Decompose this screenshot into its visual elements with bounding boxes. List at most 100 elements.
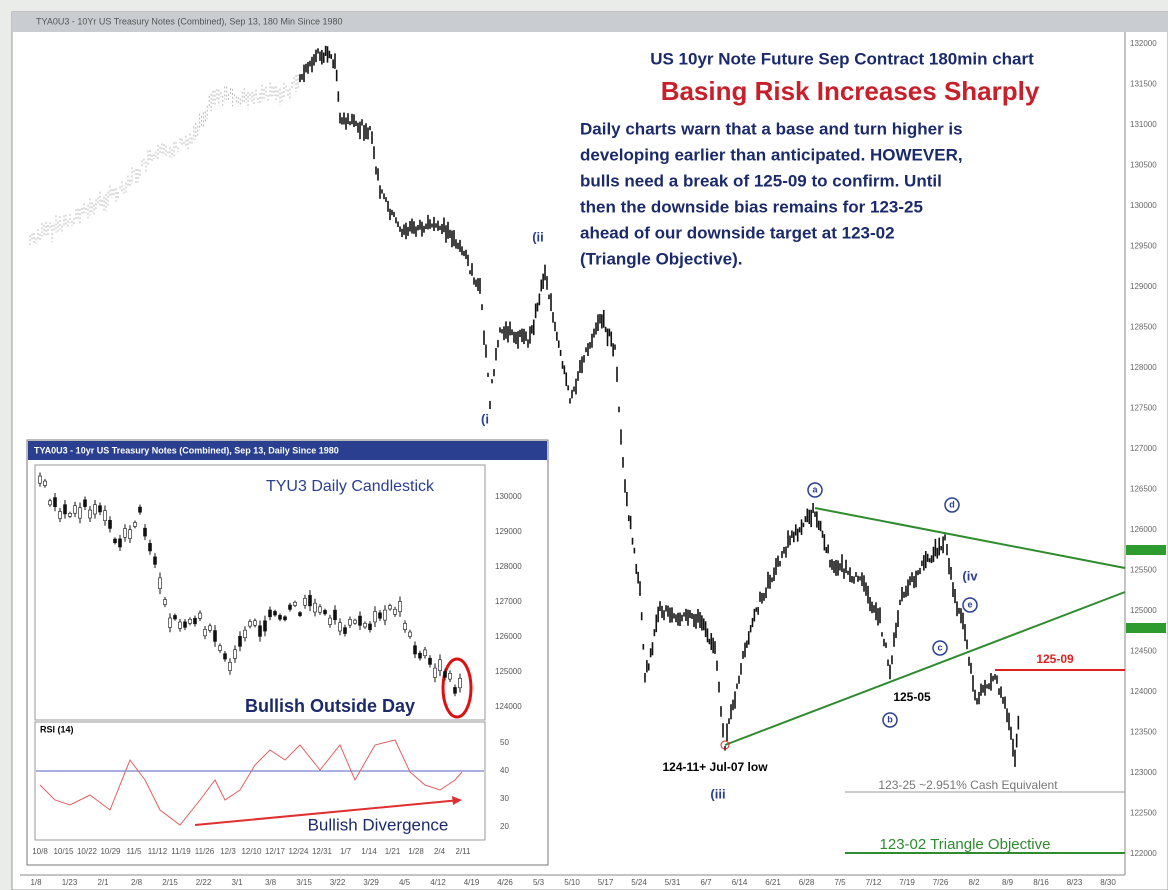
right-tick-label: 132000 — [1130, 39, 1157, 48]
bottom-tick-label: 3/15 — [296, 878, 312, 887]
inset-body — [283, 616, 287, 621]
inset-body — [413, 645, 417, 655]
inset-body — [333, 609, 337, 621]
inset-date-label: 1/7 — [340, 847, 352, 856]
annotation: 123-25 ~2.951% Cash Equivalent — [878, 778, 1058, 792]
inset-body — [383, 609, 387, 621]
inset-body — [393, 608, 397, 615]
inset-body — [113, 538, 117, 544]
inset-body — [233, 649, 237, 659]
inset-date-label: 12/24 — [288, 847, 309, 856]
inset-body — [423, 649, 427, 657]
inset-body — [388, 605, 392, 610]
inset-body — [153, 556, 157, 565]
bottom-tick-label: 4/19 — [464, 878, 480, 887]
inset-axes: 130000 129000 128000 127000 126000 125000 1240… — [32, 492, 522, 856]
window-titlebar — [12, 12, 1168, 32]
wave-label: (ii — [532, 229, 544, 244]
bottom-tick-label: 5/17 — [598, 878, 614, 887]
inset-body — [328, 617, 332, 625]
inset-body — [373, 611, 377, 623]
triangle-upper — [814, 507, 1126, 569]
bottom-tick-label: 1/23 — [62, 878, 78, 887]
inset-date-label: 12/31 — [312, 847, 333, 856]
inset-date-label: 12/10 — [241, 847, 262, 856]
inset-frame — [26, 439, 549, 866]
bottom-tick-label: 8/30 — [1100, 878, 1116, 887]
headline-subtitle: US 10yr Note Future Sep Contract 180min … — [650, 49, 1034, 68]
body-line: (Triangle Objective). — [580, 249, 743, 268]
inset-date-label: 1/14 — [361, 847, 377, 856]
body-line: developing earlier than anticipated. HOW… — [580, 145, 963, 164]
inset-body — [313, 602, 317, 613]
body-line: then the downside bias remains for 123-2… — [580, 197, 923, 216]
inset-date-label: 10/15 — [53, 847, 74, 856]
inset-body — [168, 617, 172, 628]
bottom-tick-label: 2/22 — [196, 878, 212, 887]
wave-circle — [962, 597, 978, 613]
bottom-tick-label: 6/7 — [700, 878, 712, 887]
right-tick-label: 130500 — [1130, 161, 1157, 170]
bottom-tick-label: 3/1 — [231, 878, 243, 887]
inset-body — [123, 528, 127, 538]
inset-body — [238, 636, 242, 647]
inset-body — [268, 609, 272, 618]
inset-date-label: 10/22 — [77, 847, 98, 856]
wave-circle — [807, 482, 823, 498]
bottom-tick-label: 7/19 — [899, 878, 915, 887]
inset-body — [93, 504, 97, 515]
arrow-head — [452, 796, 462, 805]
inset-body — [458, 678, 462, 689]
bottom-tick-label: 7/26 — [933, 878, 949, 887]
inset-body — [288, 604, 292, 610]
wave-label: b — [887, 714, 893, 724]
divergence-label: Bullish Divergence — [308, 815, 449, 834]
inset-body — [98, 505, 102, 513]
inset-body — [38, 475, 42, 484]
rsi-tick-label: 50 — [500, 738, 509, 747]
rsi-tick-label: 20 — [500, 822, 509, 831]
annotation: 125-09 — [1036, 652, 1074, 666]
bottom-tick-label: 6/21 — [765, 878, 781, 887]
bottom-tick-label: 5/24 — [631, 878, 647, 887]
bottom-tick-label: 5/31 — [665, 878, 681, 887]
wave-label: e — [967, 599, 972, 609]
inset-date-label: 11/26 — [195, 847, 215, 856]
inset-body — [68, 513, 72, 517]
inset-tick-label: 129000 — [495, 527, 522, 536]
wave-label: (iii — [710, 786, 725, 801]
inset-heading: TYU3 Daily Candlestick — [266, 478, 435, 495]
annotation: 123-02 Triangle Objective — [880, 836, 1051, 853]
inset-body — [408, 631, 412, 637]
inset-body — [358, 615, 362, 626]
wave-label: a — [812, 484, 818, 494]
wave-circle — [944, 497, 960, 513]
inset-body — [213, 630, 217, 642]
bottom-tick-label: 4/12 — [430, 878, 446, 887]
inset-tick-label: 125000 — [495, 667, 522, 676]
inset-body — [378, 612, 382, 619]
wave-label: (i — [481, 411, 489, 426]
right-tick-label: 123000 — [1130, 768, 1157, 777]
bottom-tick-label: 7/5 — [834, 878, 846, 887]
rsi-label: RSI (14) — [40, 724, 74, 734]
rsi-line — [39, 739, 463, 826]
inset-body — [193, 617, 197, 625]
bottom-tick-label: 1/8 — [30, 878, 42, 887]
inset-tick-label: 130000 — [495, 492, 522, 501]
inset-body — [308, 595, 312, 607]
bottom-tick-label: 5/3 — [533, 878, 545, 887]
inset-body — [263, 620, 267, 632]
wave-label: c — [937, 642, 942, 652]
inset-body — [293, 601, 297, 606]
inset-body — [78, 507, 82, 519]
inset-body — [453, 687, 457, 694]
inset-body — [218, 645, 222, 651]
inset-body — [178, 621, 182, 629]
rsi-tick-label: 30 — [500, 794, 509, 803]
window-title: TYA0U3 - 10Yr US Treasury Notes (Combine… — [36, 16, 342, 26]
inset-body — [398, 601, 402, 613]
inset-candles — [38, 472, 462, 697]
inset-body — [348, 619, 352, 626]
